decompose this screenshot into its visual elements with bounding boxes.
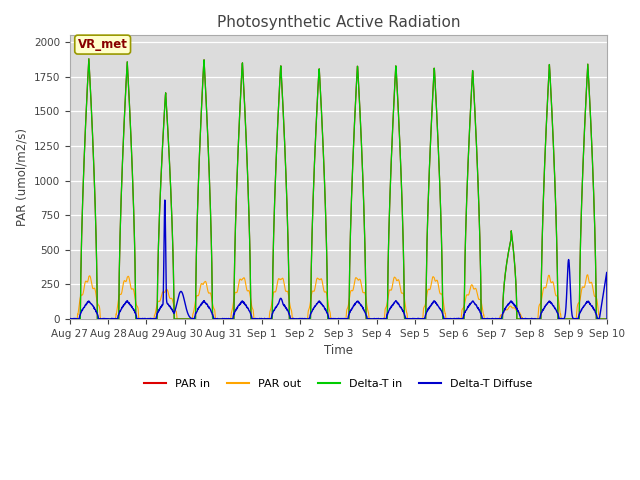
PAR in	[603, 316, 611, 322]
PAR in	[311, 148, 319, 154]
Delta-T Diffuse	[66, 316, 74, 322]
Delta-T Diffuse	[368, 316, 376, 322]
Delta-T Diffuse	[554, 310, 561, 316]
Delta-T in	[66, 316, 74, 322]
Delta-T in	[554, 271, 561, 277]
PAR in	[469, 75, 477, 81]
PAR out	[603, 316, 611, 322]
PAR out	[311, 287, 319, 292]
PAR in	[368, 316, 376, 322]
PAR in	[603, 316, 611, 322]
X-axis label: Time: Time	[324, 344, 353, 357]
Delta-T in	[85, 56, 93, 61]
PAR out	[603, 316, 611, 322]
Delta-T Diffuse	[603, 271, 611, 277]
PAR in	[66, 316, 74, 322]
Legend: PAR in, PAR out, Delta-T in, Delta-T Diffuse: PAR in, PAR out, Delta-T in, Delta-T Dif…	[140, 374, 537, 393]
PAR out	[584, 272, 591, 277]
Text: VR_met: VR_met	[77, 38, 127, 51]
Delta-T in	[311, 148, 319, 154]
Line: PAR out: PAR out	[70, 275, 607, 319]
Line: Delta-T in: Delta-T in	[70, 59, 607, 319]
Delta-T Diffuse	[538, 310, 546, 315]
PAR out	[368, 316, 376, 322]
Y-axis label: PAR (umol/m2/s): PAR (umol/m2/s)	[15, 128, 28, 226]
PAR out	[469, 284, 477, 289]
Delta-T in	[603, 316, 611, 322]
PAR in	[538, 248, 546, 253]
PAR in	[85, 56, 93, 61]
PAR out	[66, 316, 74, 322]
Title: Photosynthetic Active Radiation: Photosynthetic Active Radiation	[216, 15, 460, 30]
Delta-T Diffuse	[161, 197, 169, 203]
Delta-T in	[603, 316, 611, 322]
Delta-T in	[538, 248, 546, 253]
Line: PAR in: PAR in	[70, 59, 607, 319]
PAR out	[538, 296, 545, 302]
Line: Delta-T Diffuse: Delta-T Diffuse	[70, 200, 607, 319]
Delta-T in	[368, 316, 376, 322]
Delta-T Diffuse	[311, 303, 319, 309]
Delta-T Diffuse	[469, 299, 477, 304]
PAR out	[554, 293, 561, 299]
Delta-T Diffuse	[603, 316, 611, 322]
Delta-T in	[469, 75, 477, 81]
PAR in	[554, 271, 561, 277]
